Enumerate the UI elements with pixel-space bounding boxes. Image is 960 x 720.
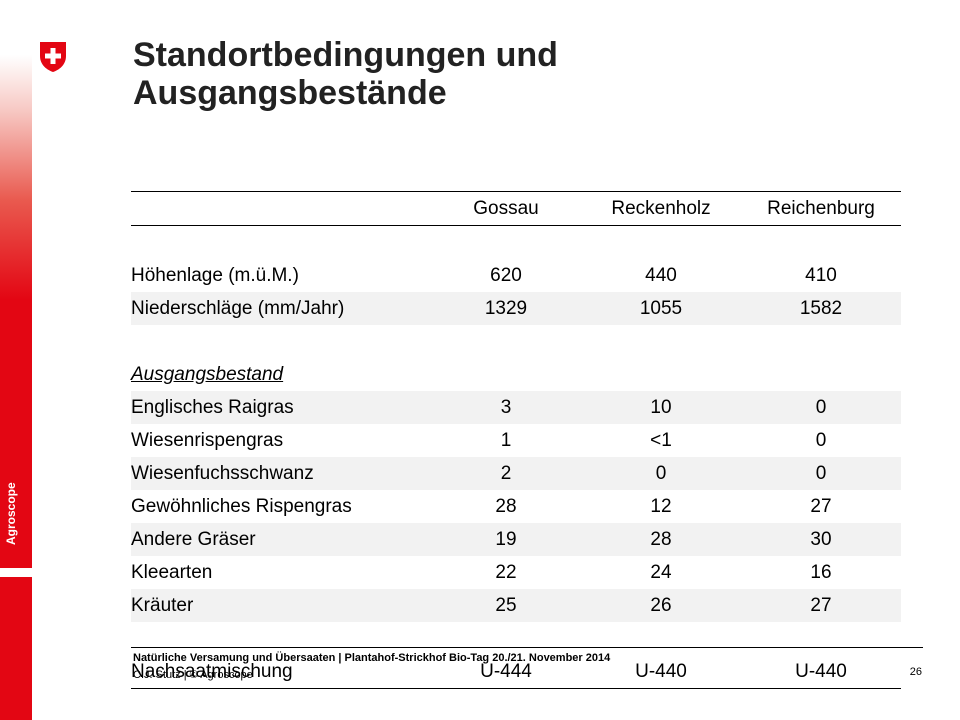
brand-name: Agroscope bbox=[4, 482, 18, 545]
cell-reckenholz: 26 bbox=[581, 589, 741, 622]
cell-reichenburg: 1582 bbox=[741, 292, 901, 325]
cell-reichenburg bbox=[741, 358, 901, 391]
row-label: Niederschläge (mm/Jahr) bbox=[131, 292, 431, 325]
table-row: Wiesenrispengras 1 <1 0 bbox=[131, 424, 901, 457]
table-row: Gewöhnliches Rispengras 28 12 27 bbox=[131, 490, 901, 523]
header-cell-empty bbox=[131, 191, 431, 226]
table-row: Niederschläge (mm/Jahr) 1329 1055 1582 bbox=[131, 292, 901, 325]
row-label: Wiesenrispengras bbox=[131, 429, 284, 451]
cell-gossau: 1329 bbox=[431, 292, 581, 325]
cell-reichenburg: 410 bbox=[805, 264, 837, 286]
cell-reckenholz: 440 bbox=[645, 264, 677, 286]
title-line-2: Ausgangsbestände bbox=[133, 74, 447, 112]
cell-reichenburg: 0 bbox=[741, 391, 901, 424]
cell-gossau: 3 bbox=[431, 391, 581, 424]
cell-reichenburg: 0 bbox=[815, 429, 827, 451]
table-row: Höhenlage (m.ü.M.) 620 440 410 bbox=[131, 259, 901, 292]
cell-gossau: 620 bbox=[490, 264, 522, 286]
cell-gossau: 19 bbox=[431, 523, 581, 556]
cell-reichenburg: 30 bbox=[741, 523, 901, 556]
title-line-1: Standortbedingungen und bbox=[133, 36, 558, 74]
brand-sidebar bbox=[0, 0, 32, 720]
cell-reckenholz: 28 bbox=[581, 523, 741, 556]
cell-reckenholz: 1055 bbox=[581, 292, 741, 325]
footer-divider bbox=[131, 647, 923, 648]
footer-title: Natürliche Versamung und Übersaaten | Pl… bbox=[133, 652, 611, 664]
page-title: Standortbedingungen und Ausgangsbestände bbox=[133, 36, 913, 112]
cell-gossau: 22 bbox=[495, 561, 517, 583]
header-reckenholz: Reckenholz bbox=[581, 191, 741, 226]
cell-reckenholz: 0 bbox=[581, 457, 741, 490]
row-label: Kleearten bbox=[131, 561, 213, 583]
cell-reckenholz: 24 bbox=[650, 561, 672, 583]
table-row: Kleearten 22 24 16 bbox=[131, 556, 901, 589]
spacer-row bbox=[131, 622, 901, 655]
cell-reckenholz: 10 bbox=[581, 391, 741, 424]
cell-gossau: U-444 bbox=[431, 655, 581, 689]
cell-reckenholz: 12 bbox=[650, 495, 672, 517]
site-conditions-table: Gossau Reckenholz Reichenburg Höhenlage … bbox=[131, 191, 901, 689]
header-reichenburg: Reichenburg bbox=[741, 191, 901, 226]
table-header-row: Gossau Reckenholz Reichenburg bbox=[131, 191, 901, 226]
cell-gossau: 28 bbox=[495, 495, 517, 517]
row-label: Nachsaatmischung bbox=[131, 655, 431, 689]
page-number: 26 bbox=[909, 666, 922, 678]
row-label: Wiesenfuchsschwanz bbox=[131, 457, 431, 490]
cell-reckenholz bbox=[581, 358, 741, 391]
cell-gossau: 25 bbox=[431, 589, 581, 622]
table-row: Englisches Raigras 3 10 0 bbox=[131, 391, 901, 424]
spacer-row bbox=[131, 226, 901, 260]
row-label: Andere Gräser bbox=[131, 523, 431, 556]
swiss-shield-icon bbox=[40, 42, 66, 72]
table-row: Nachsaatmischung U-444 U-440 U-440 bbox=[131, 655, 901, 689]
sidebar-notch bbox=[0, 568, 32, 577]
row-label: Englisches Raigras bbox=[131, 391, 431, 424]
spacer-row bbox=[131, 325, 901, 358]
section-label: Ausgangsbestand bbox=[131, 363, 284, 385]
header-gossau: Gossau bbox=[431, 191, 581, 226]
footer-author: C.J. Stutz | © Agroscope bbox=[133, 669, 253, 681]
cell-gossau bbox=[431, 358, 581, 391]
cell-gossau: 2 bbox=[431, 457, 581, 490]
section-row: Ausgangsbestand bbox=[131, 358, 901, 391]
table-row: Wiesenfuchsschwanz 2 0 0 bbox=[131, 457, 901, 490]
cell-reichenburg: U-440 bbox=[741, 655, 901, 689]
cell-gossau: 1 bbox=[500, 429, 512, 451]
table-row: Kräuter 25 26 27 bbox=[131, 589, 901, 622]
cell-reckenholz: <1 bbox=[650, 429, 672, 451]
cell-reichenburg: 16 bbox=[810, 561, 832, 583]
row-label: Gewöhnliches Rispengras bbox=[131, 495, 352, 517]
row-label: Höhenlage (m.ü.M.) bbox=[131, 264, 299, 286]
cell-reichenburg: 0 bbox=[741, 457, 901, 490]
cell-reckenholz: U-440 bbox=[581, 655, 741, 689]
cell-reichenburg: 27 bbox=[741, 589, 901, 622]
row-label: Kräuter bbox=[131, 589, 431, 622]
table-row: Andere Gräser 19 28 30 bbox=[131, 523, 901, 556]
cell-reichenburg: 27 bbox=[810, 495, 832, 517]
